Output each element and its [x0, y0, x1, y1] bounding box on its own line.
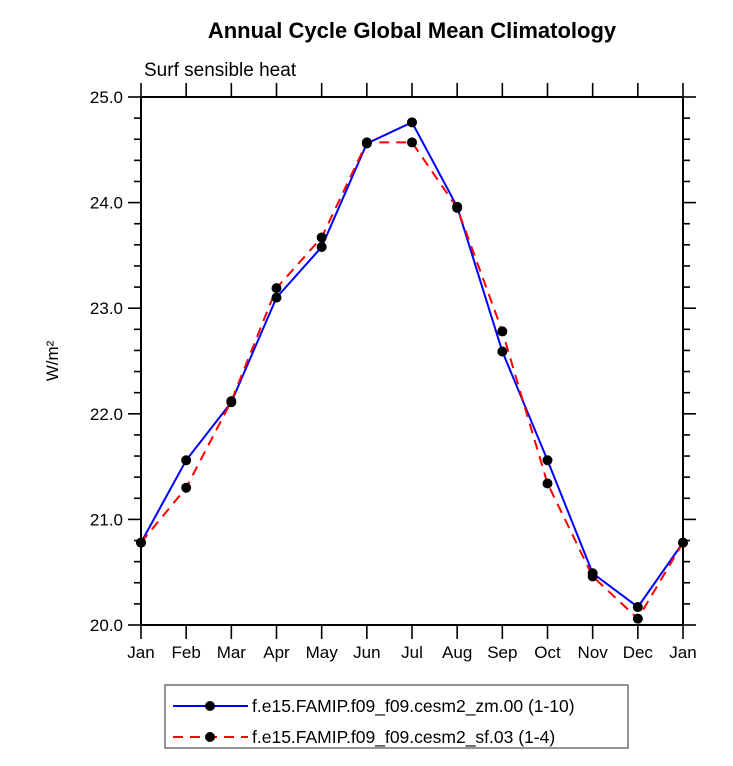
data-point-marker [271, 292, 282, 303]
y-axis-tick-label: 25.0 [90, 88, 123, 107]
data-point-marker [226, 396, 237, 407]
y-axis-tick-label: 21.0 [90, 510, 123, 529]
x-axis-month-label: Jan [669, 643, 696, 662]
data-point-marker [587, 571, 598, 582]
series-line-0 [140, 121, 684, 609]
data-point-marker [632, 602, 643, 613]
x-axis-month-label: Nov [578, 643, 609, 662]
data-point-marker [361, 137, 372, 148]
legend-entry-zm: f.e15.FAMIP.f09_f09.cesm2_zm.00 (1-10) [173, 696, 575, 717]
data-point-marker [497, 326, 508, 337]
y-axis-tick-label: 23.0 [90, 299, 123, 318]
data-point-marker [542, 478, 553, 489]
x-axis-month-label: Apr [263, 643, 290, 662]
data-point-marker [181, 455, 192, 466]
y-axis-tick-label: 22.0 [90, 405, 123, 424]
chart-title: Annual Cycle Global Mean Climatology [208, 18, 617, 43]
x-axis-month-label: Feb [172, 643, 201, 662]
chart-subtitle: Surf sensible heat [144, 60, 297, 81]
data-point-marker [407, 117, 417, 128]
legend-marker-dot [205, 732, 215, 742]
y-axis-tick-label: 20.0 [90, 616, 123, 635]
data-point-marker [271, 283, 282, 294]
x-axis-month-label: Aug [442, 643, 472, 662]
plot-area: 20.0 21.0 22.0 23.0 24.0 25.0 Jan Feb Mar Apr May J… [90, 83, 697, 662]
x-axis-month-label: May [306, 643, 339, 662]
x-axis-month-label: Sep [487, 643, 517, 662]
data-point-marker [316, 241, 327, 252]
data-point-marker [407, 137, 417, 148]
data-point-marker [497, 346, 508, 357]
y-axis-tick-label: 24.0 [90, 194, 123, 213]
data-point-marker [542, 455, 553, 466]
plot-frame [140, 96, 684, 626]
legend-label-sf: f.e15.FAMIP.f09_f09.cesm2_sf.03 (1-4) [252, 727, 555, 748]
data-point-marker [452, 202, 463, 213]
x-axis-month-label: Jan [127, 643, 154, 662]
data-point-marker [316, 232, 327, 243]
series-line-1 [140, 141, 684, 621]
x-axis-month-label: Dec [623, 643, 654, 662]
data-point-marker [181, 482, 192, 493]
y-axis-title: W/m² [43, 340, 62, 381]
x-axis-month-label: Oct [534, 643, 561, 662]
legend-marker-dot [205, 701, 215, 711]
x-axis-month-label: Mar [217, 643, 247, 662]
legend-label-zm: f.e15.FAMIP.f09_f09.cesm2_zm.00 (1-10) [252, 696, 575, 717]
data-point-marker [678, 537, 688, 548]
x-axis-month-label: Jul [401, 643, 423, 662]
x-axis-month-label: Jun [353, 643, 380, 662]
legend-entry-sf: f.e15.FAMIP.f09_f09.cesm2_sf.03 (1-4) [173, 727, 555, 748]
legend: f.e15.FAMIP.f09_f09.cesm2_zm.00 (1-10) f… [164, 684, 629, 749]
data-point-marker [632, 613, 643, 624]
data-point-marker [136, 537, 146, 548]
